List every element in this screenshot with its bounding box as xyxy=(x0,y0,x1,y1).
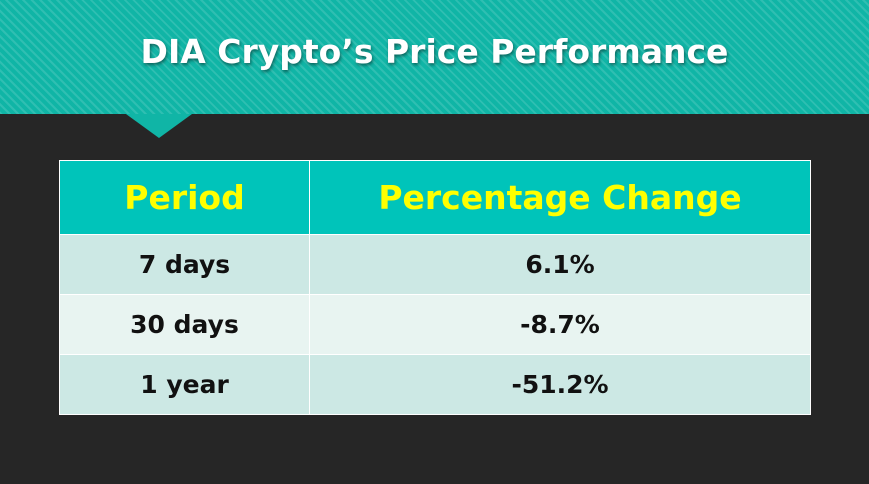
header-period: Period xyxy=(59,160,310,235)
table-row: 7 days 6.1% xyxy=(59,234,811,295)
table-row: 30 days -8.7% xyxy=(59,294,811,355)
period-cell: 30 days xyxy=(59,294,310,355)
title-banner xyxy=(0,0,869,114)
change-cell: 6.1% xyxy=(309,234,811,295)
table-header-row: Period Percentage Change xyxy=(59,160,811,235)
change-cell: -51.2% xyxy=(309,354,811,415)
header-percentage-change: Percentage Change xyxy=(309,160,811,235)
page-title: DIA Crypto’s Price Performance xyxy=(140,32,729,71)
table-row: 1 year -51.2% xyxy=(59,354,811,415)
period-cell: 7 days xyxy=(59,234,310,295)
banner-pointer xyxy=(126,114,192,138)
period-cell: 1 year xyxy=(59,354,310,415)
change-cell: -8.7% xyxy=(309,294,811,355)
performance-table: Period Percentage Change 7 days 6.1% 30 … xyxy=(59,160,811,415)
